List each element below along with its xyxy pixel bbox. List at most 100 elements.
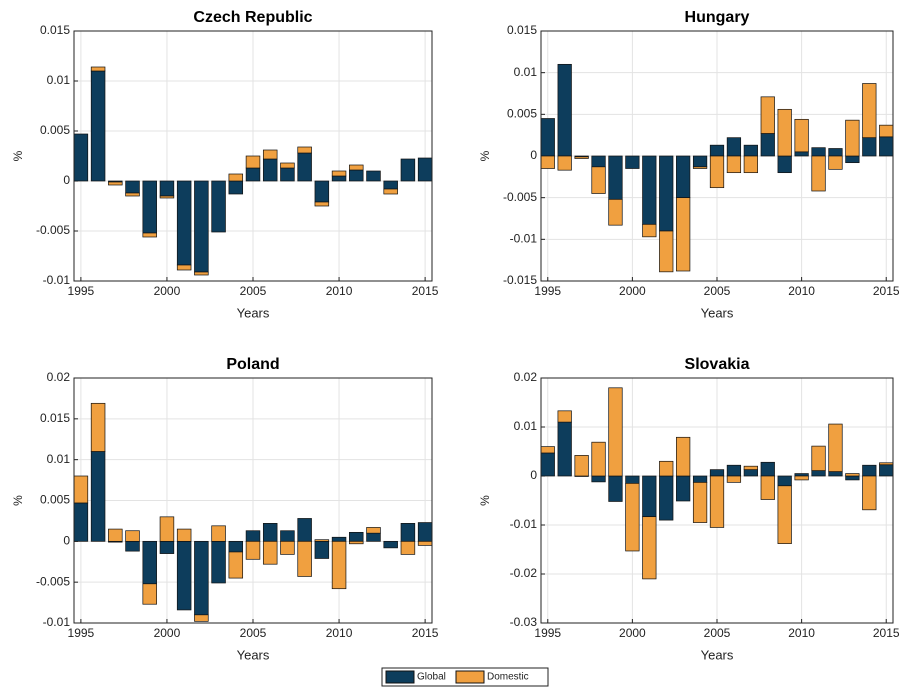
bar [246,156,260,168]
bar [863,138,877,156]
bar [863,476,877,510]
x-tick-label: 2010 [326,626,353,640]
x-axis-label: Years [237,305,270,320]
y-tick-label: -0.015 [503,273,537,287]
bar [194,541,208,615]
bar [879,137,893,156]
y-tick-label: 0.02 [514,370,538,384]
bar [74,503,88,541]
bar [879,125,893,137]
bar [795,476,809,480]
bar [846,156,860,163]
bar [592,442,606,476]
bar [401,523,415,541]
legend-label: Global [417,672,446,683]
bar [829,149,843,157]
bar [349,541,363,543]
bar [246,541,260,559]
y-tick-label: -0.02 [510,566,538,580]
bar [710,145,724,156]
bar [795,119,809,152]
y-axis-label: % [11,150,25,161]
bar [541,447,555,453]
bar [778,156,792,173]
bar [332,541,346,588]
bar [744,145,758,156]
bar [812,446,826,471]
bar [676,198,690,271]
bar [332,176,346,181]
bar [710,476,724,527]
x-axis-label: Years [701,647,734,662]
x-tick-label: 2015 [873,626,900,640]
bar [879,465,893,476]
bar [846,476,860,480]
bar [863,84,877,138]
bar [160,196,174,198]
bar [91,71,105,181]
bar [281,163,295,168]
bar [795,152,809,156]
bar [778,476,792,486]
y-axis-label: % [478,150,492,161]
y-tick-label: 0.01 [47,452,71,466]
bar [298,541,312,576]
bar [177,181,191,265]
bar [315,202,329,206]
bar [541,453,555,476]
y-tick-label: -0.01 [510,232,538,246]
bar [367,533,381,541]
bar [332,537,346,541]
bar [126,531,140,542]
bar [693,482,707,522]
bar [177,529,191,541]
bar [778,109,792,156]
y-tick-label: 0.005 [40,123,70,137]
bar [643,224,657,237]
bar [229,552,243,578]
x-tick-label: 2015 [412,284,439,298]
bar [676,476,690,501]
bar [609,199,623,225]
y-tick-label: 0.015 [40,411,70,425]
bar [626,476,640,483]
bar [592,167,606,194]
bar [91,452,105,542]
bar [829,156,843,169]
x-tick-label: 2000 [619,284,646,298]
bar [609,388,623,476]
bar [246,168,260,181]
bar [367,527,381,533]
y-tick-label: -0.01 [43,615,71,629]
bar [91,67,105,71]
y-tick-label: 0.02 [47,370,71,384]
bar [332,171,346,176]
y-tick-label: 0.015 [507,23,537,37]
x-tick-label: 2000 [154,626,181,640]
x-tick-label: 2015 [412,626,439,640]
bar [177,265,191,270]
bar [384,181,398,189]
y-tick-label: 0.015 [40,23,70,37]
y-tick-label: 0.01 [47,73,71,87]
x-axis-label: Years [237,647,270,662]
y-tick-label: -0.03 [510,615,538,629]
bar [558,422,572,476]
bar [693,476,707,482]
bar [829,472,843,476]
bar [126,193,140,196]
bar [315,181,329,202]
bar [846,474,860,476]
bar [744,470,758,476]
y-axis-label: % [478,495,492,506]
bar [263,523,277,541]
bar [160,541,174,553]
bar [812,156,826,191]
x-tick-label: 2005 [704,626,731,640]
x-tick-label: 1995 [534,284,561,298]
bar [108,529,122,541]
bar [315,541,329,558]
bar [177,541,191,610]
